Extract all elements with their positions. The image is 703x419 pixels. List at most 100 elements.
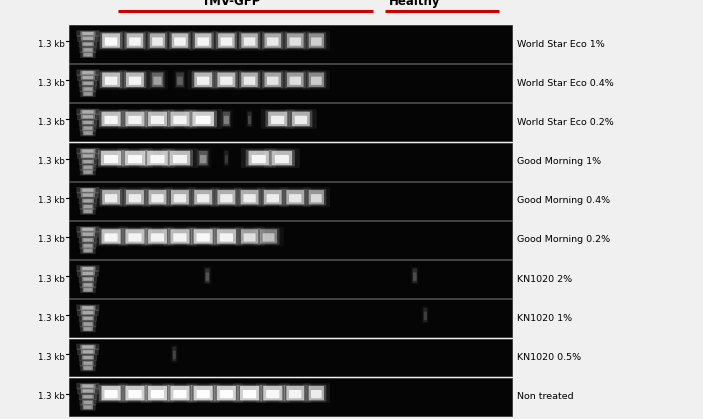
Text: 1.3 kb: 1.3 kb — [38, 235, 65, 244]
FancyBboxPatch shape — [153, 77, 162, 85]
FancyBboxPatch shape — [77, 30, 99, 37]
FancyBboxPatch shape — [83, 389, 93, 393]
FancyBboxPatch shape — [82, 238, 94, 242]
FancyBboxPatch shape — [123, 385, 147, 401]
FancyBboxPatch shape — [100, 189, 122, 206]
FancyBboxPatch shape — [235, 70, 264, 90]
FancyBboxPatch shape — [118, 227, 152, 246]
FancyBboxPatch shape — [82, 394, 94, 399]
Bar — [69, 339, 512, 377]
FancyBboxPatch shape — [83, 52, 93, 57]
FancyBboxPatch shape — [104, 155, 118, 163]
FancyBboxPatch shape — [81, 232, 95, 237]
FancyBboxPatch shape — [79, 360, 96, 367]
FancyBboxPatch shape — [163, 227, 197, 246]
FancyBboxPatch shape — [129, 116, 141, 124]
FancyBboxPatch shape — [239, 32, 260, 49]
FancyBboxPatch shape — [82, 110, 93, 114]
FancyBboxPatch shape — [129, 77, 141, 85]
FancyBboxPatch shape — [81, 154, 95, 158]
FancyBboxPatch shape — [200, 155, 207, 163]
Text: 1.3 kb: 1.3 kb — [38, 79, 65, 88]
FancyBboxPatch shape — [77, 226, 99, 233]
FancyBboxPatch shape — [84, 288, 91, 291]
FancyBboxPatch shape — [197, 77, 209, 85]
FancyBboxPatch shape — [269, 150, 295, 166]
FancyBboxPatch shape — [148, 190, 167, 204]
FancyBboxPatch shape — [77, 270, 98, 277]
Text: 1.3 kb: 1.3 kb — [38, 392, 65, 401]
FancyBboxPatch shape — [98, 150, 124, 166]
FancyBboxPatch shape — [220, 390, 233, 398]
FancyBboxPatch shape — [234, 227, 265, 246]
FancyBboxPatch shape — [105, 116, 117, 124]
FancyBboxPatch shape — [303, 383, 330, 403]
FancyBboxPatch shape — [83, 366, 93, 370]
FancyBboxPatch shape — [280, 383, 311, 403]
FancyBboxPatch shape — [152, 72, 163, 87]
FancyBboxPatch shape — [117, 148, 153, 168]
FancyBboxPatch shape — [94, 227, 128, 246]
FancyBboxPatch shape — [79, 276, 97, 282]
FancyBboxPatch shape — [193, 229, 213, 243]
FancyBboxPatch shape — [126, 72, 144, 87]
FancyBboxPatch shape — [220, 194, 233, 202]
FancyBboxPatch shape — [84, 327, 91, 331]
FancyBboxPatch shape — [152, 37, 163, 46]
FancyBboxPatch shape — [80, 208, 96, 215]
FancyBboxPatch shape — [241, 72, 258, 87]
FancyBboxPatch shape — [77, 109, 99, 115]
FancyBboxPatch shape — [77, 309, 98, 316]
FancyBboxPatch shape — [83, 131, 93, 135]
FancyBboxPatch shape — [126, 190, 144, 204]
FancyBboxPatch shape — [81, 36, 95, 41]
FancyBboxPatch shape — [193, 32, 214, 49]
FancyBboxPatch shape — [105, 194, 117, 202]
FancyBboxPatch shape — [80, 404, 96, 411]
FancyBboxPatch shape — [80, 305, 96, 310]
FancyBboxPatch shape — [80, 227, 96, 232]
FancyBboxPatch shape — [77, 349, 98, 355]
FancyBboxPatch shape — [79, 158, 97, 165]
FancyBboxPatch shape — [188, 31, 218, 50]
FancyBboxPatch shape — [79, 237, 97, 243]
Text: World Star Eco 0.2%: World Star Eco 0.2% — [517, 118, 614, 127]
FancyBboxPatch shape — [120, 31, 150, 50]
FancyBboxPatch shape — [258, 31, 288, 50]
FancyBboxPatch shape — [175, 71, 186, 88]
FancyBboxPatch shape — [169, 32, 191, 49]
FancyBboxPatch shape — [174, 233, 186, 242]
FancyBboxPatch shape — [252, 155, 266, 163]
FancyBboxPatch shape — [170, 386, 190, 400]
FancyBboxPatch shape — [77, 153, 98, 159]
FancyBboxPatch shape — [79, 197, 97, 204]
FancyBboxPatch shape — [84, 323, 92, 326]
Bar — [69, 142, 512, 181]
FancyBboxPatch shape — [101, 229, 121, 243]
FancyBboxPatch shape — [311, 390, 322, 398]
FancyBboxPatch shape — [218, 34, 235, 48]
FancyBboxPatch shape — [170, 151, 190, 165]
FancyBboxPatch shape — [84, 362, 92, 365]
FancyBboxPatch shape — [244, 77, 255, 85]
FancyBboxPatch shape — [189, 111, 217, 127]
Text: TMV-GFP: TMV-GFP — [202, 0, 262, 8]
FancyBboxPatch shape — [290, 111, 312, 127]
FancyBboxPatch shape — [80, 266, 96, 271]
FancyBboxPatch shape — [84, 53, 91, 56]
FancyBboxPatch shape — [267, 37, 278, 46]
FancyBboxPatch shape — [79, 321, 96, 327]
FancyBboxPatch shape — [81, 389, 95, 393]
FancyBboxPatch shape — [215, 71, 238, 88]
FancyBboxPatch shape — [84, 244, 92, 247]
FancyBboxPatch shape — [80, 91, 96, 97]
FancyBboxPatch shape — [145, 150, 171, 166]
FancyBboxPatch shape — [84, 249, 91, 252]
FancyBboxPatch shape — [77, 74, 98, 81]
FancyBboxPatch shape — [233, 383, 266, 403]
FancyBboxPatch shape — [84, 127, 92, 130]
FancyBboxPatch shape — [191, 385, 215, 401]
FancyBboxPatch shape — [84, 401, 92, 404]
FancyBboxPatch shape — [167, 150, 193, 166]
FancyBboxPatch shape — [151, 390, 164, 398]
